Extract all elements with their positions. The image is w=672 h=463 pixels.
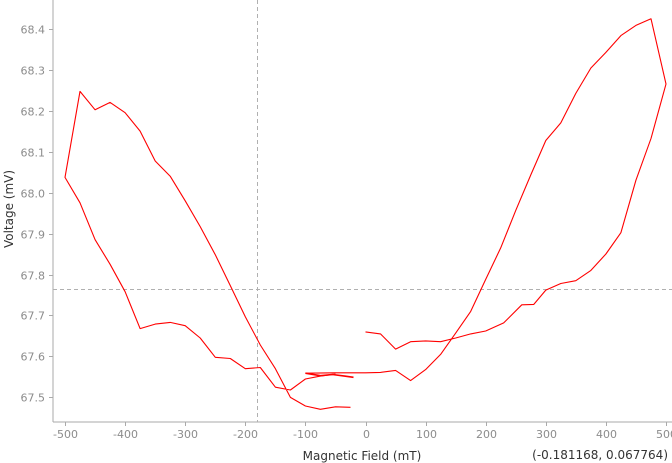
series-line-2 [305,18,667,382]
x-tick-label: -400 [113,428,138,441]
x-tick-label: 500 [656,428,672,441]
y-tick-label: 67.6 [21,351,46,364]
y-tick-label: 68.1 [21,147,46,160]
y-tick-label: 68.0 [21,188,46,201]
x-tick-label: -100 [293,428,318,441]
x-tick-label: 400 [596,428,617,441]
y-tick-label: 67.9 [21,229,46,242]
x-axis-label: Magnetic Field (mT) [303,449,422,463]
y-tick-label: 67.8 [21,270,46,283]
y-tick-label: 68.4 [21,24,46,37]
x-tick-label: -200 [233,428,258,441]
x-tick-label: -300 [173,428,198,441]
x-tick-label: 300 [536,428,557,441]
x-tick-label: 0 [363,428,370,441]
y-tick-label: 67.5 [21,392,46,405]
series-line-3 [64,90,351,410]
coordinate-readout: (-0.181168, 0.067764) [532,448,668,462]
x-tick-label: 100 [416,428,437,441]
y-tick-label: 68.2 [21,106,46,119]
y-tick-label: 67.7 [21,310,46,323]
x-tick-label: -500 [53,428,78,441]
x-tick-label: 200 [476,428,497,441]
y-axis-label: Voltage (mV) [2,170,16,248]
y-tick-label: 68.3 [21,65,46,78]
